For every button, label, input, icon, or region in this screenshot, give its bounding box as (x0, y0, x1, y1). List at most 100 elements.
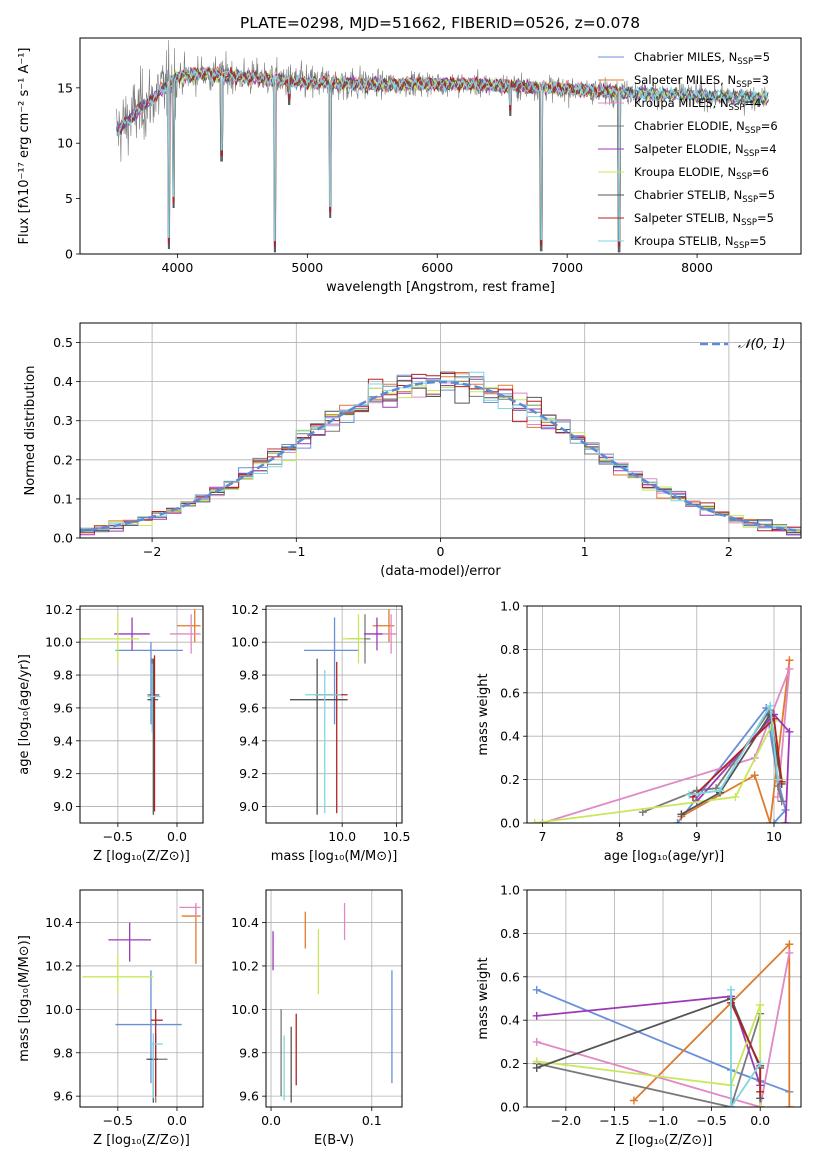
legend-value: =5 (758, 188, 775, 202)
legend-value: =5 (753, 50, 770, 64)
weight-marker (530, 819, 539, 823)
y-tick-label: 10.0 (45, 1002, 73, 1017)
x-tick-label: 2 (725, 544, 733, 559)
weight-marker (756, 1059, 765, 1068)
x-tick-label: −0.5 (103, 829, 133, 844)
errorbar (314, 661, 348, 814)
errorbar (169, 614, 201, 654)
x-tick-label: −1.5 (599, 1113, 629, 1128)
weight-marker (727, 985, 736, 994)
axes-frame (526, 605, 802, 824)
weight-marker (785, 727, 794, 736)
legend-value: =5 (757, 211, 774, 225)
legend-label: Chabrier ELODIE, NSSP=6 (634, 119, 778, 136)
x-axis-label: mass [log₁₀(M/M⊙)] (271, 849, 398, 864)
y-tick-label: 0.0 (53, 531, 73, 546)
axes-frame (79, 37, 802, 255)
y-tick-label: 9.2 (53, 766, 73, 781)
y-tick-label: 0.4 (500, 1013, 520, 1028)
legend-subscript: SSP (737, 57, 753, 67)
y-tick-label: 0.2 (500, 772, 520, 787)
errorbar (147, 663, 161, 733)
y-axis-label: mass [log₁₀(M/M⊙)] (17, 935, 32, 1062)
y-tick-label: 9.2 (239, 766, 259, 781)
weight-marker (750, 771, 759, 780)
x-tick-label: −1.0 (648, 1113, 678, 1128)
residual-histogram (80, 371, 801, 532)
weight-marker (532, 985, 541, 994)
errorbar-plot-area (80, 609, 201, 815)
weight-plot-area (532, 940, 794, 1107)
x-tick-label: 0.0 (261, 1113, 281, 1128)
x-tick-label: 8000 (681, 260, 713, 275)
x-tick-label: 4000 (162, 260, 194, 275)
y-axis-label: age [log₁₀(age/yr)] (17, 654, 32, 775)
y-tick-label: 0.1 (53, 491, 73, 506)
x-tick-label: 7000 (551, 260, 583, 275)
legend-subscript: SSP (736, 80, 752, 90)
gaussian-curve (80, 380, 801, 533)
legend-label: 𝒩(0, 1) (738, 337, 785, 352)
y-tick-label: 9.8 (53, 668, 73, 683)
x-axis-label: Z [log₁₀(Z/Z⊙)] (616, 1133, 713, 1148)
weight-series-line (536, 997, 762, 1099)
y-tick-label: 0.3 (53, 413, 73, 428)
y-tick-label: 0.4 (53, 374, 73, 389)
y-tick-label: 9.0 (239, 799, 259, 814)
axes-frame (79, 889, 204, 1108)
weight-marker (532, 1037, 541, 1046)
weight-series-line (536, 952, 791, 1107)
weight-marker (766, 701, 775, 710)
errorbar (179, 903, 201, 919)
errorbar (148, 655, 160, 812)
axes-frame (265, 889, 403, 1108)
weight-marker (685, 790, 694, 799)
x-axis-label: Z [log₁₀(Z/Z⊙)] (93, 849, 190, 864)
y-tick-label: 0.4 (500, 729, 520, 744)
weight-marker (766, 819, 775, 823)
y-tick-label: 9.4 (53, 733, 73, 748)
errorbar (363, 617, 383, 651)
weight-marker (769, 819, 778, 823)
legend-subscript: SSP (745, 126, 761, 136)
errorbar-plot-area (82, 903, 201, 1103)
weight-series-line (536, 988, 790, 1093)
x-tick-label: 0.0 (750, 1113, 770, 1128)
y-axis-label: mass weight (476, 957, 491, 1039)
mass-vs-EBV-panel: 0.0 0.1 9.6 9.8 10.0 10.2 10.4 E(B-V) (231, 889, 403, 1148)
legend-label: Chabrier MILES, NSSP=5 (634, 50, 770, 67)
errorbar (181, 905, 201, 964)
y-tick-label: 10.0 (45, 635, 73, 650)
x-tick-label: −0.5 (103, 1113, 133, 1128)
weight-series-line (730, 989, 761, 1107)
weight-series-line (680, 660, 791, 823)
y-tick-label: 9.6 (53, 700, 73, 715)
x-tick-label: 0 (437, 544, 445, 559)
y-axis-label: mass weight (476, 673, 491, 755)
weight-marker (673, 819, 682, 823)
y-tick-label: 10.2 (45, 602, 73, 617)
errorbar (305, 670, 342, 814)
axes-frame (79, 605, 204, 824)
x-tick-label: 10 (766, 829, 782, 844)
y-tick-label: 9.6 (239, 1089, 259, 1104)
legend-label: Salpeter MILES, NSSP=3 (634, 73, 769, 90)
x-tick-label: 6000 (421, 260, 453, 275)
x-axis-label: E(B-V) (314, 1133, 354, 1148)
weight-series-line (536, 1004, 762, 1107)
y-tick-label: 0.2 (500, 1056, 520, 1071)
y-tick-label: 9.6 (53, 1089, 73, 1104)
errorbar-plot-area (289, 609, 397, 815)
y-tick-label: 0.6 (500, 969, 520, 984)
x-axis-label: Z [log₁₀(Z/Z⊙)] (93, 1133, 190, 1148)
legend-subscript: SSP (742, 195, 758, 205)
weight-marker (785, 948, 794, 957)
weight-series-line (680, 712, 783, 816)
weight-marker (677, 810, 686, 819)
x-tick-label: 0.0 (167, 1113, 187, 1128)
x-tick-label: 10.0 (328, 829, 356, 844)
x-tick-label: −1 (287, 544, 305, 559)
y-tick-label: 0.6 (500, 685, 520, 700)
weight-marker (532, 1063, 541, 1072)
y-tick-label: 1.0 (500, 599, 520, 614)
